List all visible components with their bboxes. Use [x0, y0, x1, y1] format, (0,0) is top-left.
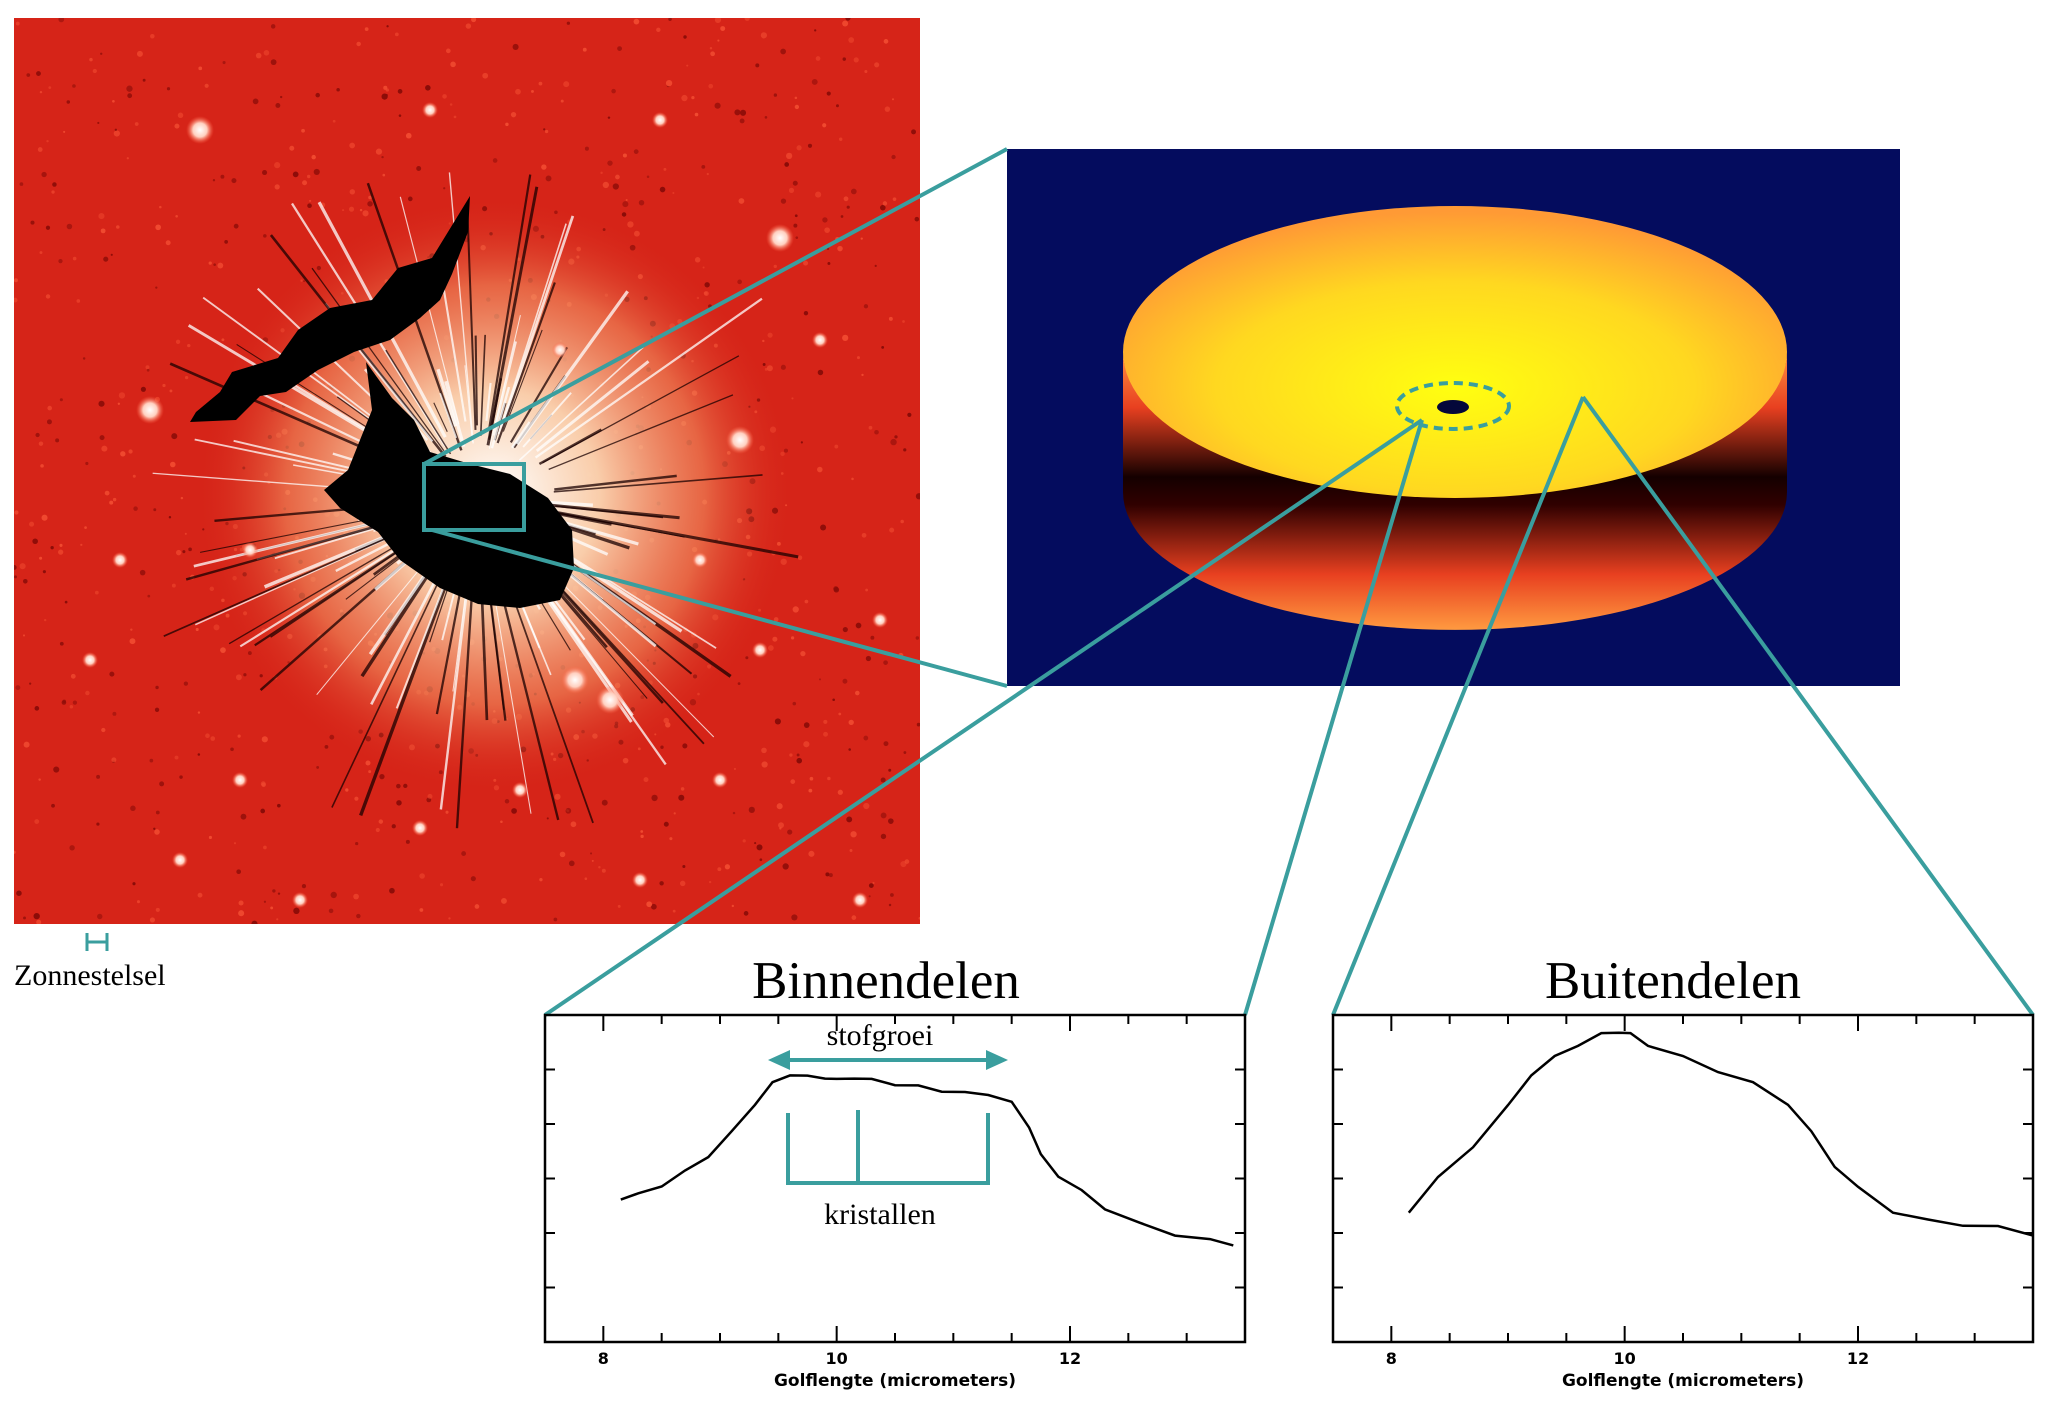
x-tick-label: 12	[1059, 1349, 1081, 1368]
dark-core	[324, 362, 574, 608]
connector-lines	[423, 147, 2035, 1017]
scale-label: Zonnestelsel	[14, 959, 166, 992]
x-tick-label: 10	[826, 1349, 848, 1368]
dust-growth-label: stofgroei	[827, 1019, 934, 1052]
disk-top	[1123, 206, 1787, 498]
plot-axes: 8 10 12	[545, 1015, 1245, 1368]
x-tick-label: 10	[1614, 1349, 1636, 1368]
dust-growth-arrow	[768, 1050, 1008, 1070]
x-axis-label: Golflengte (micrometers)	[774, 1371, 1016, 1391]
spectrum-line	[1407, 1031, 2034, 1237]
spectrum-line	[620, 1074, 1234, 1247]
panel-title: Binnendelen	[752, 952, 1020, 1010]
zoom-box	[422, 462, 526, 532]
x-tick-label: 8	[1386, 1349, 1397, 1368]
plot-axes: 8 10 12	[1333, 1015, 2033, 1368]
inner-zone-ring	[1395, 381, 1511, 431]
crystal-bracket	[786, 1110, 990, 1185]
scale-bar	[85, 933, 109, 951]
disk-model	[1007, 149, 1900, 686]
central-hole	[1437, 400, 1469, 414]
panel-title: Buitendelen	[1545, 952, 1801, 1010]
plot-frame	[543, 1013, 1247, 1344]
spectrum-panel-outer: Buitendelen 8 10 12 Golflengte (micrometer…	[1331, 952, 2035, 1391]
x-tick-label: 8	[598, 1349, 609, 1368]
spectrum-panel-inner: Binnendelen 8 10 12 stofgroei kristallen G…	[543, 952, 1247, 1391]
dark-mask-patch	[190, 196, 470, 422]
sky-image	[14, 18, 920, 924]
background-stars	[82, 102, 888, 908]
x-tick-label: 12	[1847, 1349, 1869, 1368]
crystals-label: kristallen	[824, 1198, 936, 1231]
x-axis-label: Golflengte (micrometers)	[1562, 1371, 1804, 1391]
